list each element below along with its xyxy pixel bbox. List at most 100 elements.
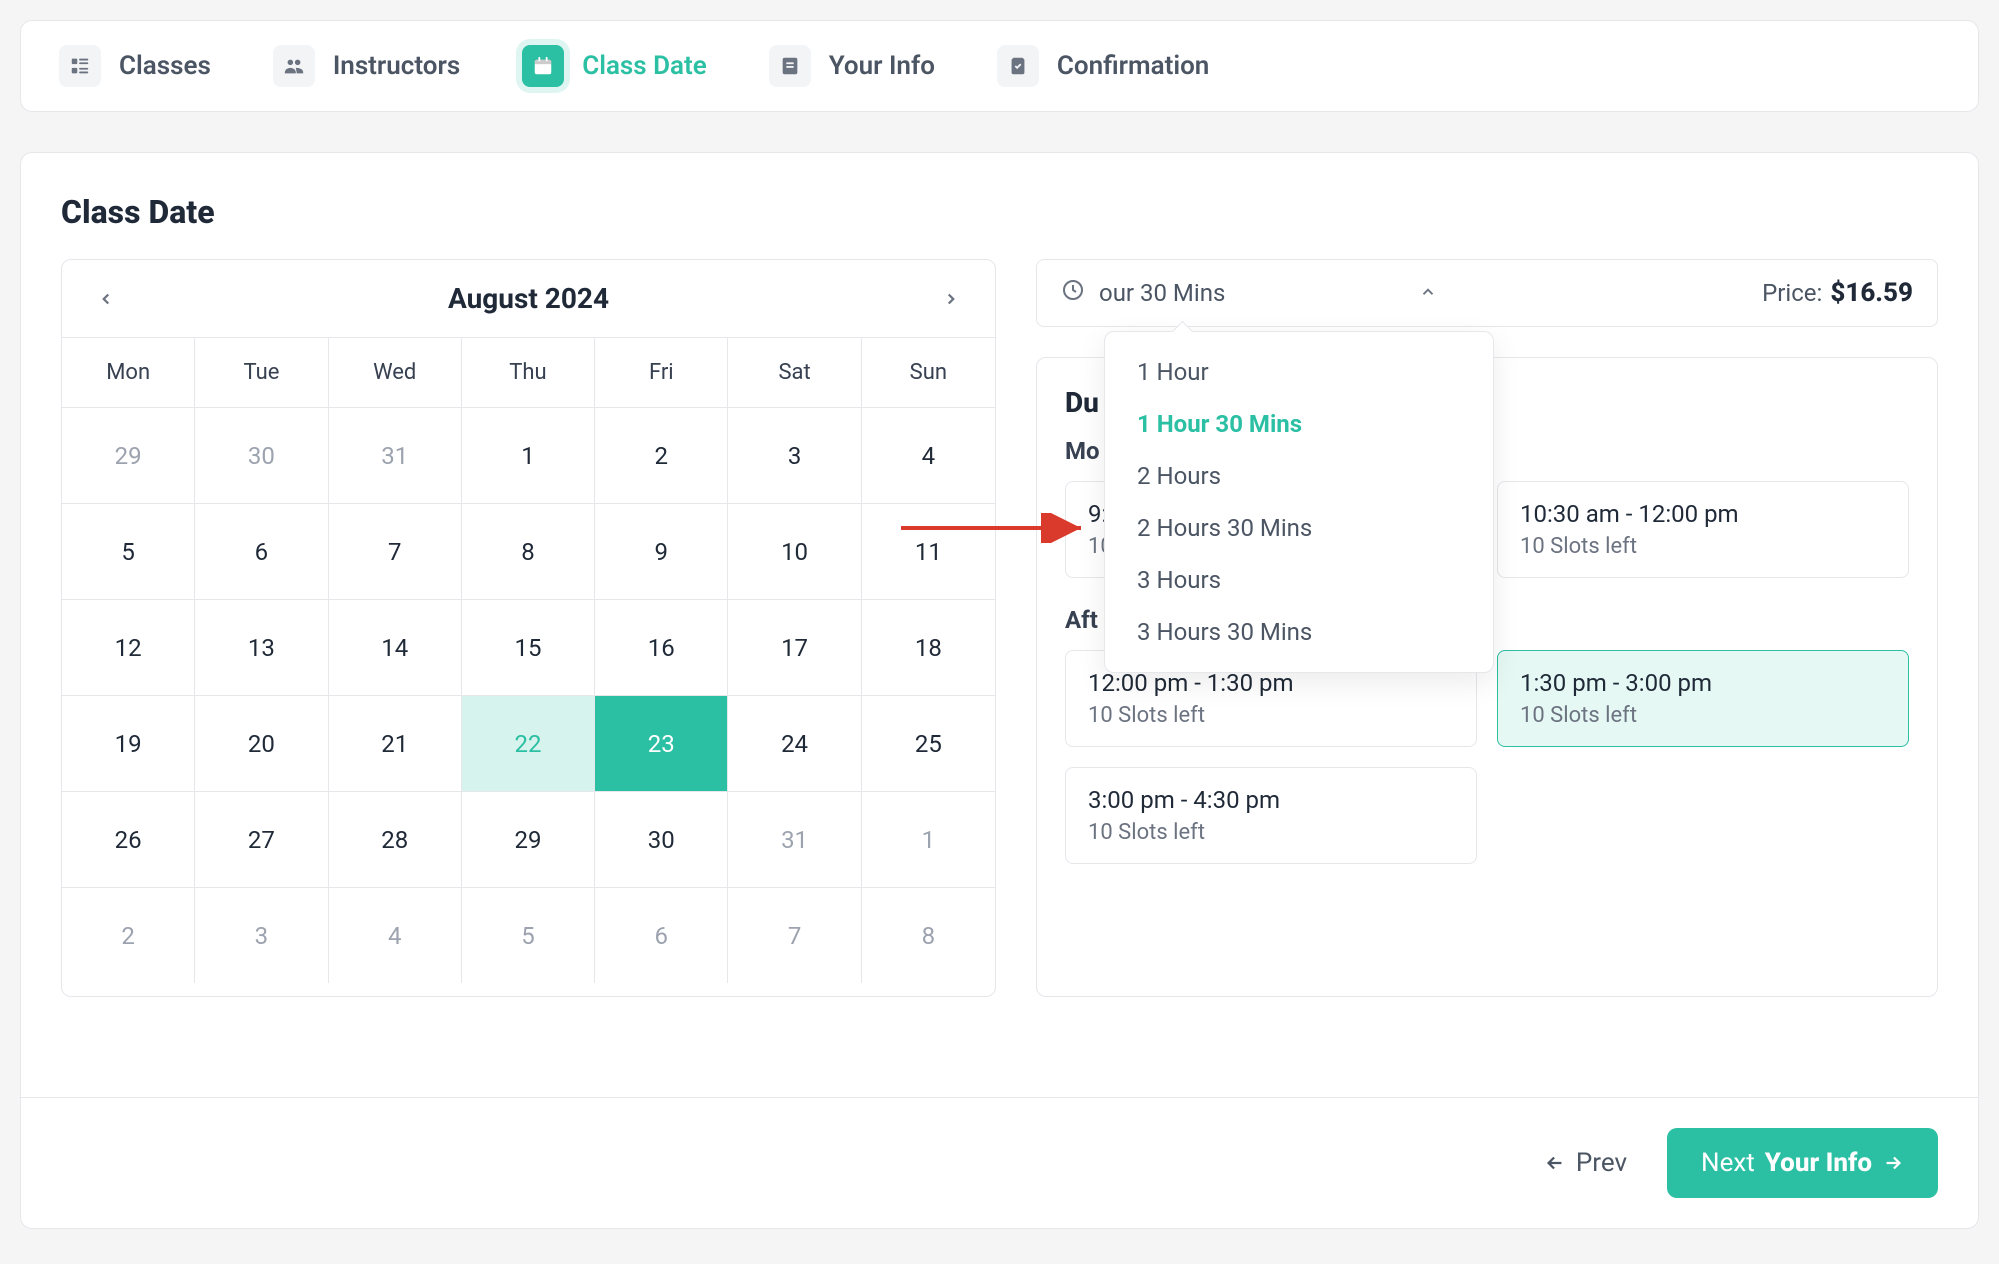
calendar-day[interactable]: 29 — [62, 407, 195, 503]
calendar-day[interactable]: 1 — [862, 791, 995, 887]
step-label: Your Info — [829, 51, 935, 81]
price-label: Price: — [1762, 279, 1822, 307]
step-instructors[interactable]: Instructors — [273, 45, 460, 87]
list-icon — [59, 45, 101, 87]
wizard-footer: Prev Next Your Info — [21, 1097, 1978, 1228]
prev-month-button[interactable] — [92, 285, 120, 313]
clock-icon — [1061, 278, 1085, 308]
dow-cell: Sun — [862, 338, 995, 407]
dow-cell: Sat — [728, 338, 861, 407]
next-bold: Your Info — [1765, 1148, 1872, 1178]
price-value: $16.59 — [1830, 278, 1913, 308]
duration-option[interactable]: 2 Hours 30 Mins — [1105, 502, 1493, 554]
calendar-day[interactable]: 31 — [329, 407, 462, 503]
calendar-day[interactable]: 2 — [62, 887, 195, 983]
calendar-day[interactable]: 12 — [62, 599, 195, 695]
calendar-day[interactable]: 16 — [595, 599, 728, 695]
calendar-day[interactable]: 14 — [329, 599, 462, 695]
calendar-day[interactable]: 19 — [62, 695, 195, 791]
dow-cell: Wed — [329, 338, 462, 407]
time-slot[interactable]: 1:30 pm - 3:00 pm 10 Slots left — [1497, 650, 1909, 747]
calendar-day[interactable]: 4 — [862, 407, 995, 503]
calendar-day[interactable]: 3 — [195, 887, 328, 983]
calendar-day[interactable]: 27 — [195, 791, 328, 887]
calendar-day[interactable]: 13 — [195, 599, 328, 695]
step-confirmation[interactable]: Confirmation — [997, 45, 1209, 87]
calendar-day[interactable]: 18 — [862, 599, 995, 695]
slot-meta: 10 Slots left — [1520, 703, 1886, 728]
slot-time: 1:30 pm - 3:00 pm — [1520, 669, 1886, 697]
duration-option[interactable]: 1 Hour 30 Mins — [1105, 398, 1493, 450]
slot-meta: 10 Slots left — [1088, 703, 1454, 728]
month-label: August 2024 — [448, 282, 609, 315]
calendar-day[interactable]: 3 — [728, 407, 861, 503]
page-title: Class Date — [61, 193, 1938, 231]
next-button[interactable]: Next Your Info — [1667, 1128, 1938, 1198]
step-classes[interactable]: Classes — [59, 45, 211, 87]
calendar-day[interactable]: 24 — [728, 695, 861, 791]
calendar-day[interactable]: 28 — [329, 791, 462, 887]
calendar-day[interactable]: 22 — [462, 695, 595, 791]
calendar-day[interactable]: 26 — [62, 791, 195, 887]
calendar-day[interactable]: 29 — [462, 791, 595, 887]
time-slot[interactable]: 3:00 pm - 4:30 pm 10 Slots left — [1065, 767, 1477, 864]
wizard-steps: Classes Instructors Class Date Your Info… — [20, 20, 1979, 112]
next-month-button[interactable] — [937, 285, 965, 313]
calendar-day[interactable]: 7 — [728, 887, 861, 983]
calendar-day[interactable]: 21 — [329, 695, 462, 791]
note-icon — [769, 45, 811, 87]
main-panel: Class Date August 2024 MonTueWedThuFriSa… — [20, 152, 1979, 1229]
calendar-day[interactable]: 6 — [195, 503, 328, 599]
prev-label: Prev — [1576, 1148, 1627, 1178]
calendar-day[interactable]: 30 — [195, 407, 328, 503]
slot-time: 10:30 am - 12:00 pm — [1520, 500, 1886, 528]
duration-select[interactable]: our 30 Mins Price: $16.59 — [1036, 259, 1938, 327]
calendar-dow-row: MonTueWedThuFriSatSun — [62, 338, 995, 407]
check-icon — [997, 45, 1039, 87]
calendar-day[interactable]: 11 — [862, 503, 995, 599]
calendar-day[interactable]: 20 — [195, 695, 328, 791]
calendar-grid: 2930311234567891011121314151617181920212… — [62, 407, 995, 983]
duration-option[interactable]: 2 Hours — [1105, 450, 1493, 502]
duration-text: our 30 Mins — [1099, 279, 1225, 307]
calendar-day[interactable]: 8 — [462, 503, 595, 599]
dow-cell: Thu — [462, 338, 595, 407]
calendar-day[interactable]: 15 — [462, 599, 595, 695]
calendar-day[interactable]: 9 — [595, 503, 728, 599]
duration-option[interactable]: 3 Hours 30 Mins — [1105, 606, 1493, 658]
calendar-day[interactable]: 7 — [329, 503, 462, 599]
calendar: August 2024 MonTueWedThuFriSatSun 293031… — [61, 259, 996, 997]
slot-meta: 10 Slots left — [1520, 534, 1886, 559]
duration-option[interactable]: 1 Hour — [1105, 346, 1493, 398]
prev-button[interactable]: Prev — [1544, 1148, 1627, 1178]
calendar-day[interactable]: 30 — [595, 791, 728, 887]
step-class-date[interactable]: Class Date — [522, 45, 707, 87]
people-icon — [273, 45, 315, 87]
calendar-day[interactable]: 1 — [462, 407, 595, 503]
calendar-day[interactable]: 5 — [62, 503, 195, 599]
dow-cell: Mon — [62, 338, 195, 407]
calendar-day[interactable]: 8 — [862, 887, 995, 983]
dow-cell: Fri — [595, 338, 728, 407]
calendar-day[interactable]: 23 — [595, 695, 728, 791]
calendar-day[interactable]: 17 — [728, 599, 861, 695]
calendar-day[interactable]: 2 — [595, 407, 728, 503]
calendar-day[interactable]: 6 — [595, 887, 728, 983]
calendar-day[interactable]: 10 — [728, 503, 861, 599]
step-label: Instructors — [333, 51, 460, 81]
calendar-icon — [522, 45, 564, 87]
slot-meta: 10 Slots left — [1088, 820, 1454, 845]
time-slot[interactable]: 10:30 am - 12:00 pm 10 Slots left — [1497, 481, 1909, 578]
slot-time: 3:00 pm - 4:30 pm — [1088, 786, 1454, 814]
slot-time: 12:00 pm - 1:30 pm — [1088, 669, 1454, 697]
calendar-day[interactable]: 25 — [862, 695, 995, 791]
step-label: Classes — [119, 51, 211, 81]
step-label: Class Date — [582, 51, 707, 81]
dow-cell: Tue — [195, 338, 328, 407]
step-your-info[interactable]: Your Info — [769, 45, 935, 87]
calendar-day[interactable]: 5 — [462, 887, 595, 983]
duration-option[interactable]: 3 Hours — [1105, 554, 1493, 606]
calendar-day[interactable]: 4 — [329, 887, 462, 983]
calendar-day[interactable]: 31 — [728, 791, 861, 887]
chevron-up-icon — [1419, 279, 1437, 307]
